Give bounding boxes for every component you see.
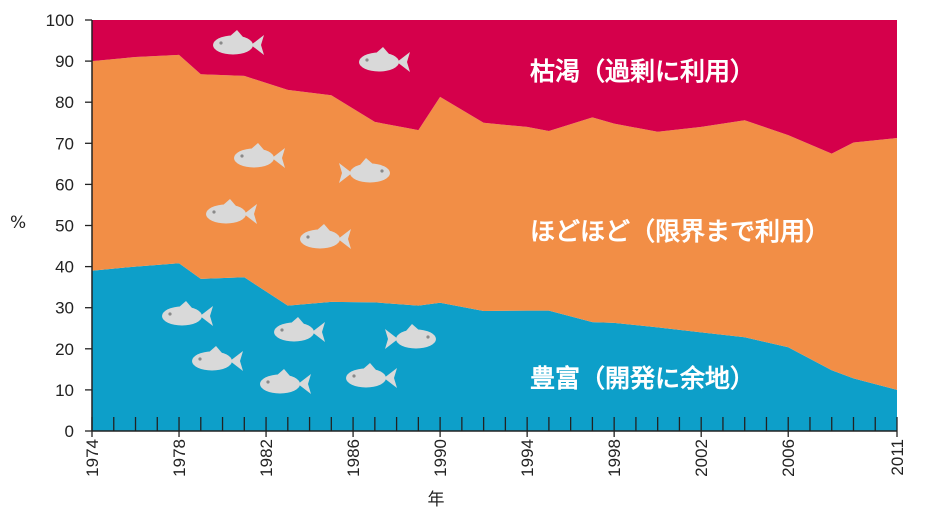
- area-series-2: [92, 20, 897, 154]
- x-tick-label: 1986: [344, 439, 363, 477]
- fish-icon: [300, 224, 351, 249]
- y-tick-label: 60: [55, 175, 74, 194]
- y-tick-label: 30: [55, 299, 74, 318]
- y-axis-title: %: [10, 213, 26, 233]
- y-tick-label: 50: [55, 217, 74, 236]
- fish-icon: [234, 143, 285, 168]
- x-tick-label: 1982: [257, 439, 276, 477]
- area-series-1: [92, 54, 897, 390]
- x-tick-label: 2011: [888, 439, 907, 476]
- label-abundant: 豊富（開発に余地）: [530, 364, 755, 393]
- fish-icon: [213, 30, 264, 55]
- x-ticks: 1974 1978 1982 1986 1990 1994 1998 2002 2006 2011: [83, 431, 907, 477]
- y-tick-label: 0: [65, 422, 74, 441]
- fish-icon: [274, 317, 325, 342]
- label-depleted: 枯渇（過剰に利用）: [530, 57, 755, 86]
- y-tick-label: 90: [55, 52, 74, 71]
- fish-icon: [206, 199, 257, 224]
- x-tick-label: 1998: [605, 439, 624, 477]
- y-tick-label: 20: [55, 340, 74, 359]
- y-tick-label: 70: [55, 134, 74, 153]
- fish-icon: [385, 324, 436, 349]
- y-tick-label: 100: [46, 11, 74, 30]
- fish-icon: [162, 301, 213, 326]
- x-tick-label: 2002: [692, 439, 711, 477]
- fish-icon: [260, 369, 311, 394]
- x-tick-label: 1990: [431, 439, 450, 477]
- x-tick-label: 1994: [518, 439, 537, 477]
- x-tick-label: 1974: [83, 439, 102, 477]
- fish-icon: [346, 363, 397, 388]
- y-tick-label: 40: [55, 258, 74, 277]
- fish-icon: [359, 47, 410, 72]
- fish-icon: [192, 346, 243, 371]
- x-tick-label: 1978: [170, 439, 189, 477]
- x-tick-label: 2006: [779, 439, 798, 477]
- label-moderate: ほどほど（限界まで利用）: [530, 217, 830, 246]
- x-axis-title: 年: [428, 490, 445, 510]
- fish-decorations: [162, 30, 436, 394]
- y-ticks: 0 10 20 30 40 50 60 70 80 90 100: [46, 11, 92, 441]
- y-tick-label: 10: [55, 381, 74, 400]
- y-tick-label: 80: [55, 93, 74, 112]
- fish-icon: [339, 158, 390, 183]
- axes: [91, 20, 898, 432]
